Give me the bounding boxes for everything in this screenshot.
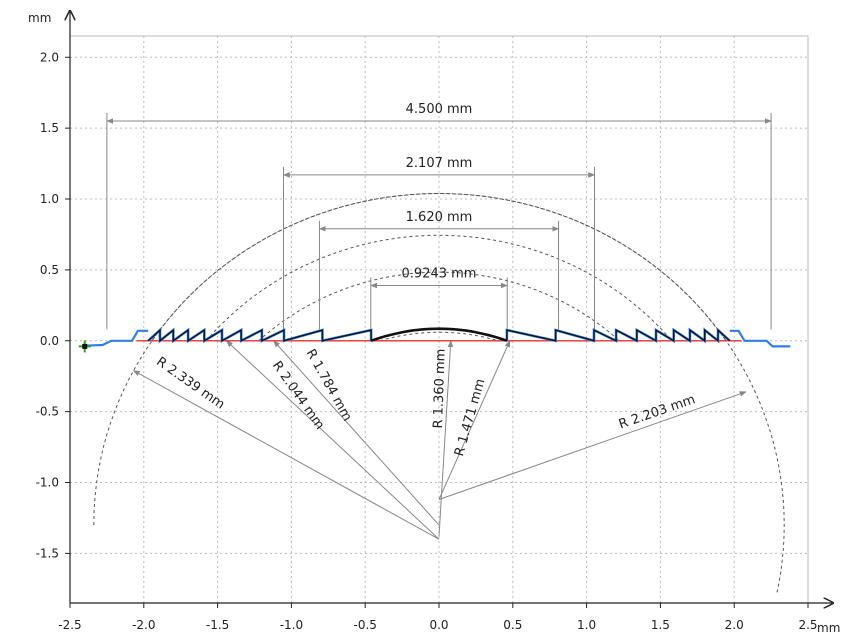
labels: 4.500 mm 2.107 mm 1.620 mm 0.9243 mm R 2.339… [153, 102, 697, 458]
y-tick-label: 2.0 [40, 50, 59, 64]
radius-label: R 2.339 mm [153, 354, 227, 412]
y-axis-unit: mm [28, 11, 51, 25]
x-tick-label: 0.5 [503, 618, 522, 632]
profile-fit-zones-left [147, 328, 372, 343]
radius-line [225, 340, 440, 540]
y-tick-label: 0.5 [40, 263, 59, 277]
radius-label: R 2.203 mm [617, 392, 697, 432]
profile-lens-cap [370, 327, 508, 343]
axes: -2.5 -2.0 -1.5 -1.0 -0.5 0.0 0.5 1.0 1.5 2.0 2.5 2.… [28, 11, 840, 635]
y-tick-label: -1.0 [36, 476, 59, 490]
x-tick-label: -1.0 [280, 618, 303, 632]
x-tick-label: -2.0 [132, 618, 155, 632]
dimension-label: 1.620 mm [406, 210, 473, 225]
y-tick-label: 0.0 [40, 334, 59, 348]
guide-arc [258, 271, 620, 342]
x-tick-label: -1.5 [206, 618, 229, 632]
x-tick-label: 2.0 [725, 618, 744, 632]
profile-fit-zones-right [506, 328, 731, 343]
radius-line [438, 391, 747, 500]
x-tick-label: -0.5 [353, 618, 376, 632]
profile-measured-right [729, 329, 791, 348]
x-tick-label: 2.5 [798, 618, 817, 632]
y-tick-label: 1.5 [40, 121, 59, 135]
x-tick-label: 1.5 [651, 618, 670, 632]
x-axis-unit: mm [817, 621, 840, 635]
radius-label: R 1.360 mm [431, 348, 449, 428]
dimension-label: 2.107 mm [406, 156, 473, 171]
start-marker-center [82, 343, 88, 349]
radius-line [132, 370, 440, 540]
x-tick-label: -2.5 [58, 618, 81, 632]
radius-line [438, 340, 511, 500]
profile-measured-left [84, 329, 149, 347]
radius-line [438, 340, 454, 537]
radius-line [273, 340, 440, 526]
guide-arc [151, 192, 727, 342]
radius-label: R 1.471 mm [452, 377, 488, 458]
dimension-label: 0.9243 mm [402, 266, 477, 281]
dimension-label: 4.500 mm [406, 102, 473, 117]
radius-lines [132, 340, 747, 540]
profile [78, 327, 791, 353]
guide-arc [379, 331, 499, 342]
x-tick-label: 1.0 [577, 618, 596, 632]
guide-arcs [93, 192, 785, 595]
y-tick-label: 1.0 [40, 192, 59, 206]
y-tick-label: -0.5 [36, 405, 59, 419]
dimension-lines [106, 113, 772, 330]
y-tick-label: -1.5 [36, 546, 59, 560]
x-tick-label: 0.0 [429, 618, 448, 632]
